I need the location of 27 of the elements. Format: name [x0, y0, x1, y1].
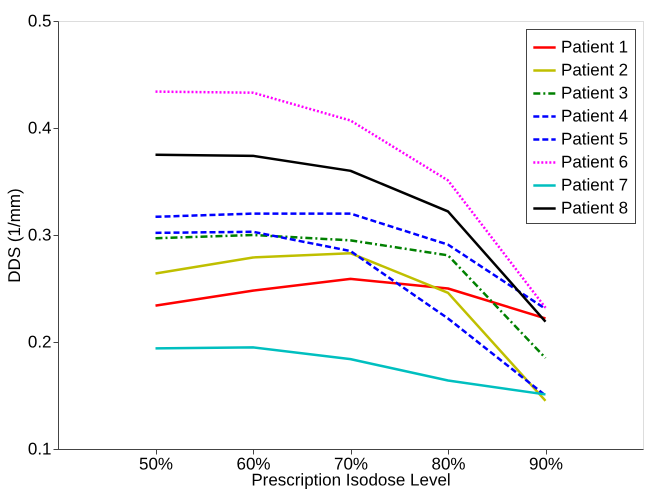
y-tick-label: 0.3	[28, 226, 52, 244]
legend-label: Patient 4	[561, 106, 628, 126]
legend-label: Patient 1	[561, 38, 628, 56]
x-tick-label: 60%	[236, 454, 271, 474]
legend-label: Patient 8	[561, 198, 628, 218]
line-series	[154, 278, 547, 320]
x-tick-label: 50%	[138, 454, 174, 474]
line-series	[154, 234, 547, 360]
line-series	[154, 90, 547, 310]
y-tick-label: 0.5	[28, 12, 52, 30]
line-series	[154, 252, 547, 402]
legend-label: Patient 6	[561, 152, 628, 172]
legend-label: Patient 5	[561, 130, 628, 148]
x-tick-label: 90%	[528, 454, 564, 474]
legend-label: Patient 2	[561, 60, 628, 80]
x-tick-label: 70%	[334, 454, 368, 474]
x-axis-title: Prescription Isodose Level	[251, 470, 451, 490]
y-tick-label: 0.1	[28, 440, 52, 458]
y-tick-label: 0.2	[28, 332, 52, 352]
line-series	[154, 154, 547, 323]
line-series	[154, 212, 547, 310]
x-tick-label: 80%	[431, 454, 466, 474]
line-series	[154, 346, 547, 396]
legend-label: Patient 3	[561, 84, 628, 102]
legend-label: Patient 7	[561, 176, 628, 194]
y-axis-title: DDS (1/mm)	[4, 188, 24, 283]
y-tick-label: 0.4	[28, 118, 52, 138]
